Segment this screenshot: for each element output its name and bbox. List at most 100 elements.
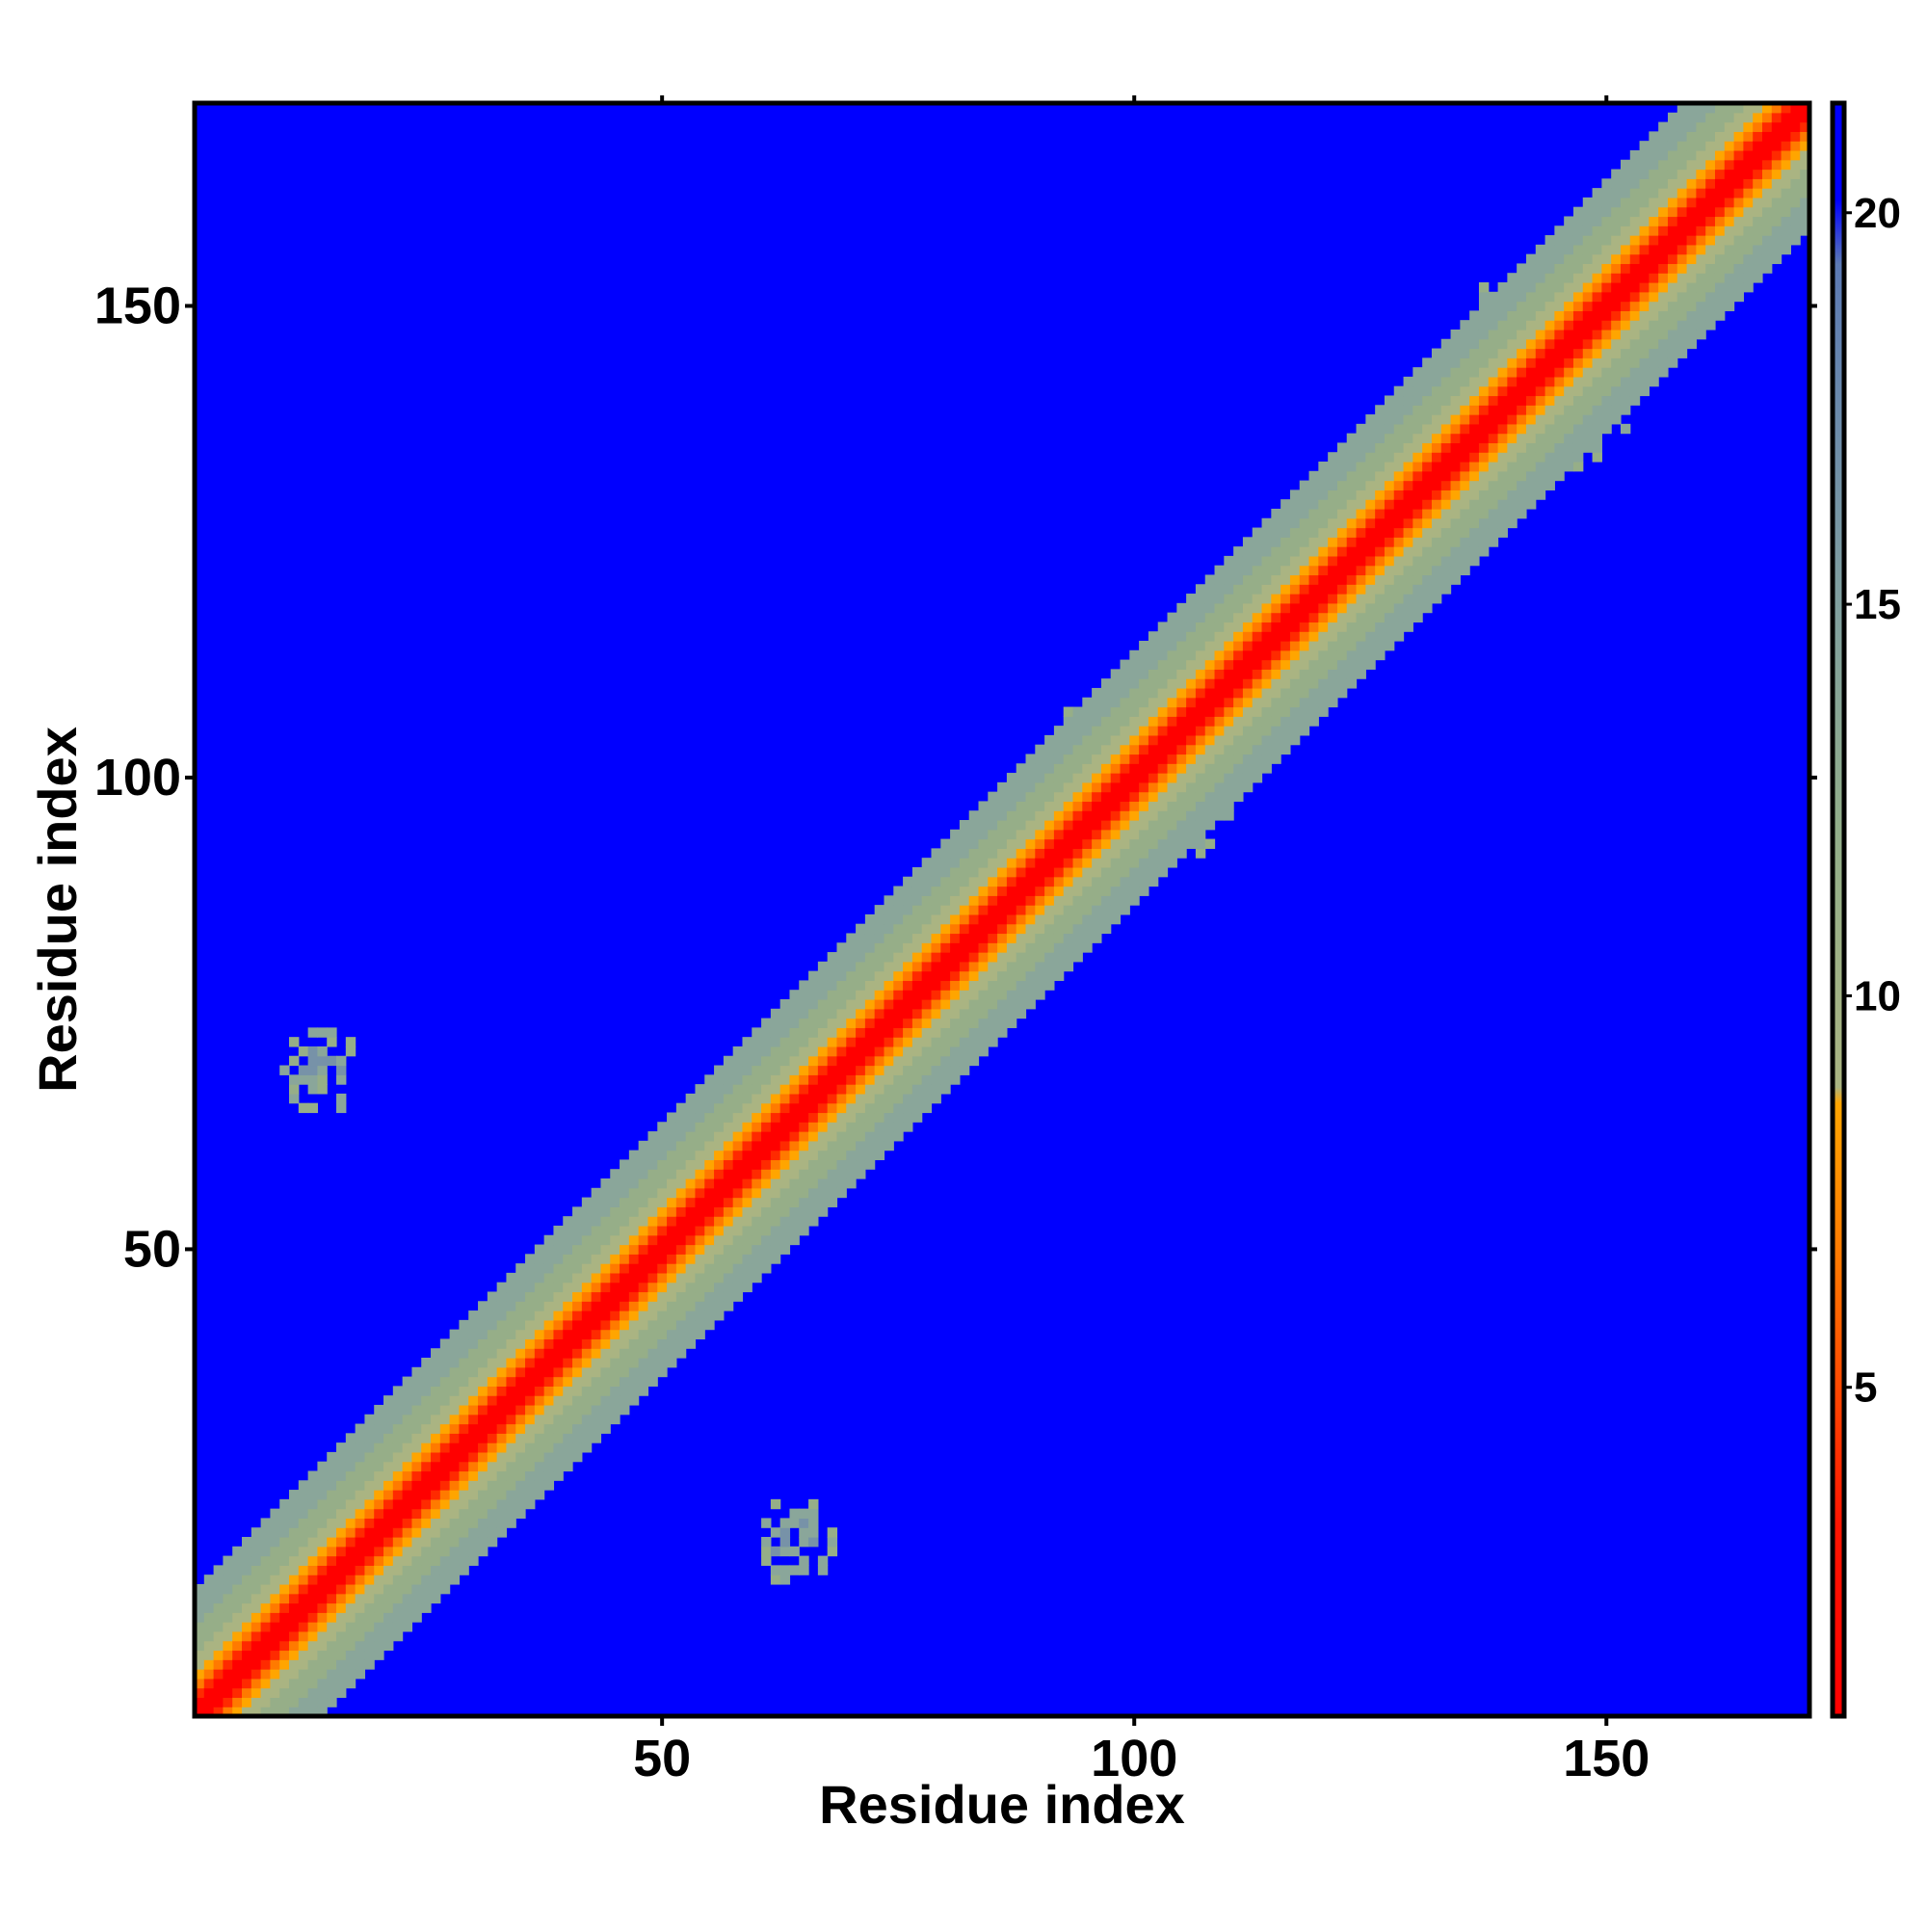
heatmap-cell — [1092, 905, 1102, 915]
heatmap-cell — [1233, 612, 1244, 623]
heatmap-cell — [1167, 838, 1177, 849]
heatmap-cell — [1318, 678, 1329, 689]
heatmap-cell — [1544, 348, 1555, 358]
heatmap-cell — [1753, 121, 1763, 132]
heatmap-cell — [1620, 263, 1631, 274]
heatmap-cell — [1072, 706, 1083, 717]
heatmap-cell — [591, 1291, 602, 1302]
heatmap-cell — [1365, 565, 1376, 576]
heatmap-cell — [1242, 537, 1254, 547]
heatmap-cell — [1289, 612, 1301, 623]
heatmap-cell — [836, 1159, 847, 1170]
heatmap-cell — [355, 1555, 366, 1566]
heatmap-cell — [1233, 706, 1244, 717]
heatmap-cell — [1469, 385, 1480, 397]
heatmap-cell — [1771, 121, 1782, 132]
heatmap-cell — [893, 1065, 904, 1075]
heatmap-cell — [761, 1045, 772, 1057]
heatmap-cell — [1450, 385, 1461, 397]
heatmap-cell — [799, 1102, 809, 1114]
heatmap-cell — [940, 1045, 951, 1057]
heatmap-cell — [1724, 141, 1735, 151]
heatmap-cell — [411, 1423, 422, 1434]
heatmap-cell — [1592, 423, 1602, 435]
heatmap-cell — [1790, 216, 1801, 226]
heatmap-cell — [620, 1272, 630, 1284]
heatmap-cell — [903, 895, 913, 906]
heatmap-cell — [1658, 348, 1669, 358]
heatmap-cell — [1176, 697, 1187, 708]
heatmap-cell — [1346, 584, 1358, 595]
heatmap-cell — [1289, 594, 1301, 604]
heatmap-cell — [1507, 462, 1518, 472]
heatmap-cell — [1214, 631, 1225, 642]
heatmap-cell — [911, 1045, 923, 1057]
heatmap-cell — [1016, 838, 1027, 849]
heatmap-cell — [1336, 687, 1348, 699]
heatmap-cell — [1356, 527, 1366, 538]
heatmap-cell — [1384, 414, 1395, 425]
heatmap-cell — [1233, 555, 1244, 567]
heatmap-cell — [1242, 697, 1254, 708]
heatmap-cell — [1743, 103, 1754, 114]
heatmap-cell — [1620, 320, 1631, 331]
heatmap-cell — [856, 1045, 866, 1057]
heatmap-cell — [506, 1319, 516, 1331]
heatmap-cell — [1289, 555, 1301, 567]
heatmap-cell — [789, 1225, 800, 1236]
heatmap-cell — [1092, 923, 1102, 935]
heatmap-cell — [903, 1122, 913, 1132]
heatmap-cell — [723, 1206, 734, 1217]
heatmap-cell — [468, 1498, 479, 1510]
heatmap-cell — [506, 1338, 516, 1349]
heatmap-cell — [600, 1291, 611, 1302]
heatmap-cell — [1120, 669, 1130, 679]
heatmap-cell — [1714, 121, 1726, 132]
heatmap-cell — [978, 913, 989, 925]
heatmap-cell — [478, 1470, 488, 1481]
heatmap-cell — [1195, 754, 1206, 764]
heatmap-cell — [723, 1187, 734, 1199]
heatmap-cell — [1318, 641, 1329, 651]
heatmap-cell — [959, 999, 970, 1010]
heatmap-cell — [836, 1150, 847, 1161]
heatmap-cell — [732, 1131, 744, 1142]
heatmap-cell — [714, 1301, 725, 1311]
heatmap-cell — [563, 1319, 573, 1331]
heatmap-cell — [411, 1404, 422, 1416]
heatmap-cell — [1148, 848, 1159, 859]
heatmap-cell — [563, 1244, 573, 1255]
heatmap-cell — [468, 1348, 479, 1359]
heatmap-cell — [1753, 178, 1763, 189]
heatmap-cell — [846, 942, 857, 953]
heatmap-cell — [1044, 734, 1055, 746]
heatmap-cell — [478, 1480, 488, 1491]
heatmap-cell — [251, 1602, 262, 1613]
heatmap-cell — [1318, 517, 1329, 529]
heatmap-cell — [307, 1659, 319, 1670]
heatmap-cell — [1525, 320, 1537, 331]
heatmap-cell — [1299, 499, 1310, 510]
heatmap-cell — [1440, 433, 1452, 444]
heatmap-cell — [846, 961, 857, 972]
heatmap-cell — [1800, 112, 1810, 123]
heatmap-cell — [317, 1461, 328, 1472]
heatmap-cell — [1761, 141, 1773, 151]
heatmap-cell — [242, 1565, 252, 1575]
heatmap-cell — [723, 1140, 734, 1151]
heatmap-cell — [317, 1678, 328, 1689]
heatmap-cell — [779, 1159, 791, 1170]
heatmap-cell — [1120, 706, 1130, 717]
heatmap-cell — [988, 942, 998, 953]
heatmap-cell — [1242, 574, 1254, 585]
heatmap-cell — [657, 1216, 668, 1227]
heatmap-cell — [1233, 641, 1244, 651]
heatmap-cell — [1016, 933, 1027, 943]
heatmap-cell — [1328, 490, 1338, 500]
heatmap-cell — [383, 1612, 394, 1623]
heatmap-cell — [1308, 490, 1319, 500]
heatmap-cell — [808, 1131, 819, 1142]
heatmap-cell — [591, 1433, 602, 1443]
heatmap-cell — [1658, 244, 1669, 255]
heatmap-cell — [1582, 273, 1594, 283]
